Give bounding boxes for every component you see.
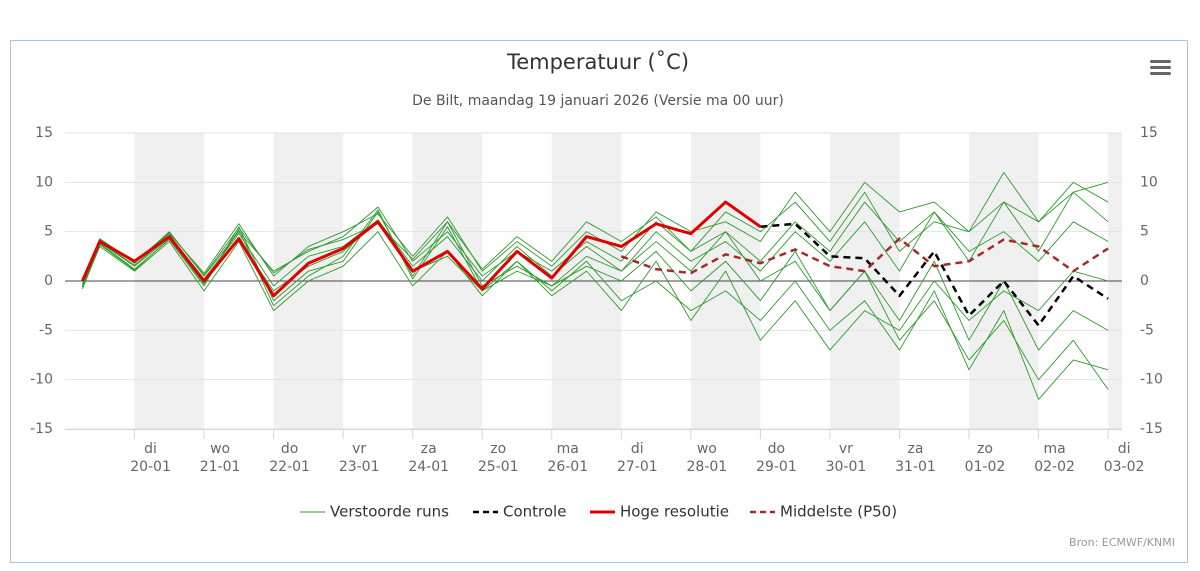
menu-button[interactable] xyxy=(1150,60,1171,75)
y2-tick-label: -10 xyxy=(1140,372,1163,388)
menu-bar[interactable] xyxy=(1150,60,1171,63)
ensemble-line xyxy=(81,231,1109,400)
x-tick-label: do 29-01 xyxy=(756,441,797,475)
y-tick-label: 15 xyxy=(35,125,53,141)
x-tick-label: za 31-01 xyxy=(895,441,936,475)
x-tick-label: do 22-01 xyxy=(269,441,310,475)
x-tick-label: di 27-01 xyxy=(616,441,658,475)
x-tick-label: di 20-01 xyxy=(130,441,171,475)
y-tick-label: -10 xyxy=(30,372,53,388)
ensemble-line xyxy=(81,211,1109,287)
series-line xyxy=(620,237,1109,275)
y2-tick-label: 0 xyxy=(1140,273,1149,289)
x-tick-label: di 03-02 xyxy=(1103,441,1145,475)
chart-title: Temperatuur (˚C) xyxy=(506,50,689,74)
menu-bar[interactable] xyxy=(1150,72,1171,75)
credit: Bron: ECMWF/KNMI xyxy=(1069,536,1175,549)
chart-subtitle: De Bilt, maandag 19 januari 2026 (Versie… xyxy=(412,93,784,109)
x-tick-label: vr 30-01 xyxy=(825,441,867,475)
frame xyxy=(10,40,1188,563)
x-tick-label: ma 02-02 xyxy=(1034,441,1075,475)
x-tick-label: zo 25-01 xyxy=(477,441,519,475)
series-line xyxy=(81,200,762,298)
ensemble-line xyxy=(81,172,1109,280)
x-tick-label: vr 23-01 xyxy=(338,441,380,475)
x-tick-label: wo 28-01 xyxy=(686,441,728,475)
menu-bar[interactable] xyxy=(1150,66,1171,69)
ensemble-line xyxy=(81,181,1109,281)
series-line xyxy=(760,222,1109,327)
y-tick-label: 0 xyxy=(44,273,53,289)
x-tick-label: zo 01-02 xyxy=(964,441,1006,475)
y-tick-label: 5 xyxy=(44,224,53,240)
legend-label: Verstoorde runs xyxy=(330,503,449,521)
y2-tick-label: 10 xyxy=(1140,174,1158,190)
y-tick-label: -15 xyxy=(30,421,53,437)
y2-tick-label: -5 xyxy=(1140,322,1154,338)
ensemble-line xyxy=(81,206,1109,390)
x-tick-label: za 24-01 xyxy=(408,441,450,475)
y-tick-label: 10 xyxy=(35,174,53,190)
y2-tick-label: -15 xyxy=(1140,421,1163,437)
legend-label: Hoge resolutie xyxy=(620,503,729,521)
legend-label: Controle xyxy=(503,503,566,521)
ensemble-line xyxy=(81,209,1109,351)
x-tick-label: wo 21-01 xyxy=(199,441,241,475)
y2-tick-label: 5 xyxy=(1140,224,1149,240)
y2-tick-label: 15 xyxy=(1140,125,1158,141)
legend-label: Middelste (P50) xyxy=(780,503,897,521)
x-tick-label: ma 26-01 xyxy=(547,441,589,475)
y-tick-label: -5 xyxy=(39,322,53,338)
